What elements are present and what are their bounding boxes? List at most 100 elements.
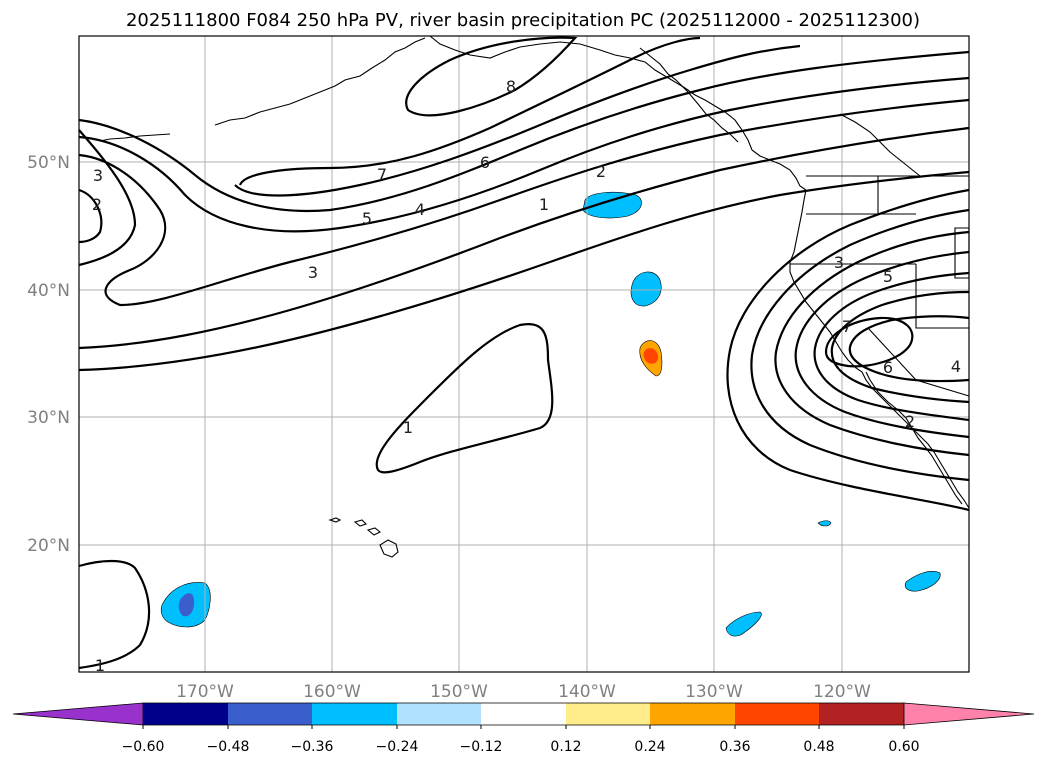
lon-label-140w: 140°W — [558, 682, 616, 702]
colorbar-bin — [312, 703, 397, 725]
colorbar-outline — [143, 702, 904, 726]
map-panel: 3 2 7 5 4 6 8 3 2 1 1 1 3 5 7 6 4 2 — [78, 35, 970, 675]
precip-fills — [160, 191, 941, 637]
contour-east-outer — [726, 188, 970, 512]
lat-label-40n: 40°N — [27, 281, 70, 301]
contour-east-1 — [750, 208, 970, 482]
contour-6 — [78, 50, 970, 213]
precip-fill-cyan-1 — [582, 191, 642, 219]
contour-label: 3 — [93, 166, 103, 185]
contour-7-north — [234, 44, 801, 197]
contour-1 — [78, 170, 970, 372]
contour-1-sw — [78, 559, 151, 670]
coastline-hawaii-4 — [379, 539, 399, 558]
contour-label: 3 — [308, 263, 318, 282]
coastlines — [99, 35, 970, 558]
precip-fill-blue-1 — [178, 593, 195, 617]
contour-1-center — [375, 322, 554, 474]
coastline-hawaii-2 — [353, 519, 368, 527]
contour-2 — [78, 126, 970, 350]
lon-label-160w: 160°W — [303, 682, 361, 702]
colorbar-bin — [143, 703, 228, 725]
colorbar-tick-label: 0.36 — [719, 739, 750, 755]
precip-fill-red-1 — [643, 348, 659, 364]
contour-east-2 — [774, 230, 970, 457]
contour-label: 1 — [403, 418, 413, 437]
lat-label-20n: 20°N — [27, 536, 70, 556]
lat-label-50n: 50°N — [27, 153, 70, 173]
contour-east-3 — [794, 250, 970, 439]
precip-fill-cyan-2 — [630, 271, 662, 307]
colorbar-tick-label: 0.60 — [888, 739, 919, 755]
pv-contours — [78, 36, 970, 670]
colorbar-bin — [566, 703, 650, 725]
contour-label: 2 — [596, 162, 606, 181]
colorbar-bin — [228, 703, 312, 725]
contour-label: 5 — [362, 209, 372, 228]
contour-east-7 — [824, 316, 914, 368]
contour-label: 4 — [415, 200, 425, 219]
colorbar-tick-label: 0.24 — [634, 739, 665, 755]
map-frame — [78, 35, 970, 673]
colorbar-ticks: −0.60 −0.48 −0.36 −0.24 −0.12 0.12 0.24 … — [122, 725, 920, 755]
contour-7-mid — [238, 36, 701, 186]
coastline-bc — [751, 149, 807, 191]
contour-label: 2 — [92, 195, 102, 214]
coastline-hawaii-1 — [328, 517, 342, 523]
contour-label: 7 — [377, 165, 387, 184]
colorbar-tick-label: 0.48 — [803, 739, 834, 755]
contour-3 — [78, 129, 137, 267]
contour-label: 2 — [905, 412, 915, 431]
colorbar-bin — [819, 703, 904, 725]
coastline-aleutians-2 — [214, 37, 426, 126]
longitude-labels: 170°W 160°W 150°W 140°W 130°W 120°W — [176, 682, 871, 702]
contour-label: 1 — [95, 656, 105, 675]
colorbar-bin — [397, 703, 481, 725]
colorbar-bin — [481, 703, 566, 725]
contour-label: 7 — [842, 317, 852, 336]
colorbar-tick-label: 0.12 — [550, 739, 581, 755]
lon-label-120w: 120°W — [813, 682, 871, 702]
colorbar-extend-low — [12, 702, 144, 726]
graticule — [79, 36, 969, 672]
latitude-labels: 50°N 40°N 30°N 20°N — [27, 153, 70, 556]
contour-4 — [78, 98, 970, 307]
contour-east-4 — [813, 271, 970, 422]
precip-fill-cyan-4 — [725, 611, 762, 637]
contour-2-west — [78, 188, 103, 244]
contour-8 — [405, 36, 578, 117]
colorbar-tick-label: −0.24 — [376, 739, 419, 755]
colorbar-tick-marks — [142, 725, 905, 729]
colorbar-tick-label: −0.60 — [122, 739, 165, 755]
colorbar-tick-label: −0.12 — [460, 739, 503, 755]
lon-label-170w: 170°W — [176, 682, 234, 702]
contour-labels: 3 2 7 5 4 6 8 3 2 1 1 1 3 5 7 6 4 2 — [92, 77, 961, 675]
colorbar: −0.60 −0.48 −0.36 −0.24 −0.12 0.12 0.24 … — [12, 702, 1035, 755]
lon-label-130w: 130°W — [685, 682, 743, 702]
colorbar-bin — [650, 703, 735, 725]
precip-fill-cyan-5 — [904, 571, 941, 592]
contour-east-6 — [848, 315, 970, 383]
coastline-us-west — [789, 189, 970, 509]
coastline-baja — [865, 371, 963, 505]
coastline-alaska-islands — [639, 47, 739, 143]
contour-label: 4 — [951, 357, 961, 376]
colorbar-tick-label: −0.48 — [207, 739, 250, 755]
coastline-hawaii-3 — [366, 527, 382, 536]
coastline-canada-interior — [839, 113, 921, 177]
precip-fill-cyan-6 — [817, 520, 832, 527]
contour-label: 6 — [480, 153, 490, 172]
contour-label: 5 — [883, 267, 893, 286]
colorbar-tick-label: −0.36 — [291, 739, 334, 755]
lat-label-30n: 30°N — [27, 408, 70, 428]
contour-east-5 — [830, 290, 970, 404]
lon-label-150w: 150°W — [430, 682, 488, 702]
colorbar-bin — [735, 703, 819, 725]
figure-title: 2025111800 F084 250 hPa PV, river basin … — [126, 10, 920, 31]
contour-label: 3 — [834, 253, 844, 272]
contour-label: 6 — [883, 358, 893, 377]
contour-5 — [78, 76, 970, 233]
contour-label: 8 — [506, 77, 516, 96]
colorbar-extend-high — [903, 702, 1035, 726]
